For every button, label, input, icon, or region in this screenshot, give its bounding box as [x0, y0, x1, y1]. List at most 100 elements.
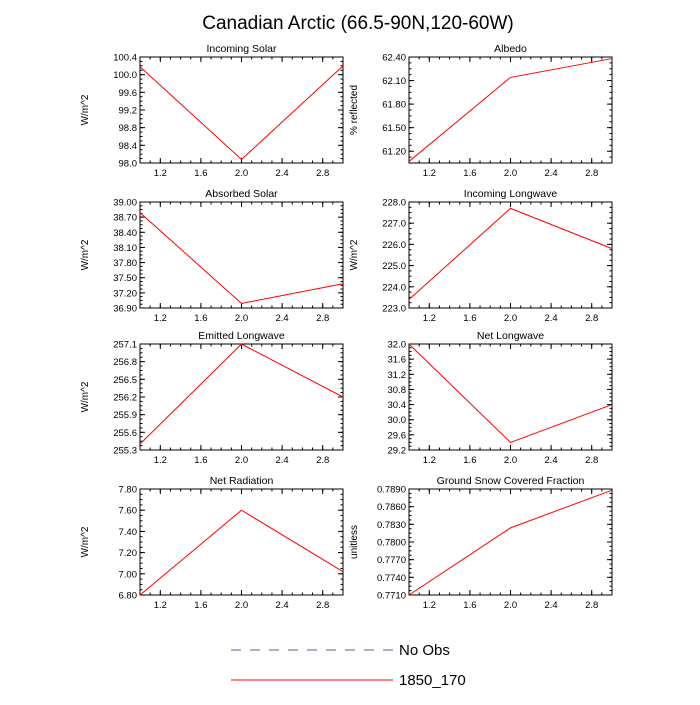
plot-frame — [139, 56, 344, 164]
y-tick-label: 37.80 — [113, 258, 137, 269]
panel-title-incoming-longwave: Incoming Longwave — [464, 188, 558, 200]
y-axis-label: W/m^2 — [349, 239, 360, 270]
x-tick-label: 2.0 — [504, 455, 517, 466]
y-axis-label: % reflected — [349, 85, 360, 135]
panel-albedo: Albedo 1.2 1.6 2.0 2.4 2.8 61.20 61.50 61.80 62.1… — [349, 43, 613, 179]
y-tick-label: 61.20 — [382, 147, 406, 158]
y-tick-label: 36.90 — [113, 304, 137, 315]
y-tick-label: 225.0 — [382, 261, 406, 272]
y-tick-label: 0.7860 — [377, 502, 406, 513]
y-tick-label: 98.0 — [119, 159, 138, 170]
y-tick-label: 100.0 — [113, 70, 137, 81]
y-tick-label: 29.6 — [388, 430, 407, 441]
y-tick-label: 0.7770 — [377, 555, 406, 566]
series-line-1850-170 — [408, 489, 613, 596]
x-tick-label: 2.8 — [316, 168, 329, 179]
panel-incoming-longwave: Incoming Longwave 1.2 1.6 2.0 2.4 2.8 223.0 224… — [349, 188, 613, 324]
y-tick-label: 30.4 — [388, 400, 407, 411]
y-tick-label: 62.40 — [382, 53, 406, 64]
page-title: Canadian Arctic (66.5-90N,120-60W) — [202, 13, 514, 34]
y-tick-label: 7.80 — [119, 485, 138, 496]
plot-frame — [139, 201, 344, 309]
x-tick-label: 2.8 — [316, 313, 329, 324]
x-tick-label: 2.8 — [316, 600, 329, 611]
x-tick-label: 2.0 — [235, 168, 248, 179]
y-tick-label: 38.40 — [113, 228, 137, 239]
x-tick-label: 1.2 — [154, 600, 167, 611]
panel-net-radiation: Net Radiation 1.2 1.6 2.0 2.4 2.8 6.80 7.00 7.20… — [80, 475, 344, 611]
x-tick-label: 2.0 — [235, 455, 248, 466]
y-tick-label: 0.7740 — [377, 573, 406, 584]
y-tick-label: 99.6 — [119, 88, 138, 99]
plot-frame — [408, 343, 613, 451]
x-tick-label: 1.2 — [423, 455, 436, 466]
panel-ground-snow-covered-fraction: Ground Snow Covered Fraction 1.2 1.6 2.0 2.4… — [349, 475, 613, 611]
y-tick-label: 256.2 — [113, 393, 137, 404]
legend-label-1850-170: 1850_170 — [399, 672, 466, 689]
y-tick-label: 228.0 — [382, 198, 406, 209]
panels: Incoming Solar 1.2 1.6 2.0 2.4 2.8 98.0 98.4 98.… — [80, 43, 613, 611]
x-tick-label: 2.4 — [544, 168, 557, 179]
panel-title-net-longwave: Net Longwave — [477, 330, 544, 342]
y-tick-label: 0.7830 — [377, 520, 406, 531]
x-tick-label: 2.4 — [275, 313, 288, 324]
x-tick-label: 2.4 — [544, 600, 557, 611]
x-tick-label: 1.2 — [423, 600, 436, 611]
series-line-1850-170 — [408, 58, 613, 162]
series-line-1850-170 — [139, 343, 344, 445]
plot-frame — [139, 488, 344, 596]
y-axis-label: W/m^2 — [80, 94, 91, 125]
y-tick-label: 39.00 — [113, 198, 137, 209]
y-axis-label: W/m^2 — [80, 381, 91, 412]
y-tick-label: 256.8 — [113, 357, 137, 368]
y-tick-label: 0.7890 — [377, 485, 406, 496]
y-tick-label: 61.80 — [382, 100, 406, 111]
y-tick-label: 38.70 — [113, 213, 137, 224]
plot-frame — [408, 488, 613, 596]
x-tick-label: 2.0 — [235, 313, 248, 324]
x-tick-label: 2.4 — [275, 600, 288, 611]
y-tick-label: 7.60 — [119, 506, 138, 517]
plot-frame — [408, 201, 613, 309]
y-tick-label: 99.2 — [119, 106, 138, 117]
x-tick-label: 1.2 — [154, 168, 167, 179]
y-tick-label: 31.6 — [388, 355, 407, 366]
y-tick-label: 257.1 — [113, 340, 137, 351]
y-tick-label: 255.3 — [113, 446, 137, 457]
x-tick-label: 2.4 — [544, 313, 557, 324]
y-tick-label: 32.0 — [388, 340, 407, 351]
y-tick-label: 226.0 — [382, 240, 406, 251]
panel-absorbed-solar: Absorbed Solar 1.2 1.6 2.0 2.4 2.8 36.90 37.20 3… — [80, 188, 344, 324]
series-line-1850-170 — [139, 509, 344, 596]
series-line-1850-170 — [139, 65, 344, 161]
y-tick-label: 30.8 — [388, 385, 407, 396]
y-tick-label: 6.80 — [119, 591, 138, 602]
x-tick-label: 2.8 — [585, 600, 598, 611]
x-tick-label: 1.6 — [194, 313, 207, 324]
plot-frame — [139, 343, 344, 451]
panel-title-emitted-longwave: Emitted Longwave — [198, 330, 285, 342]
x-tick-label: 1.2 — [154, 455, 167, 466]
y-tick-label: 37.50 — [113, 273, 137, 284]
series-line-1850-170 — [408, 343, 613, 444]
panel-title-incoming-solar: Incoming Solar — [206, 43, 277, 55]
x-tick-label: 2.8 — [585, 313, 598, 324]
x-tick-label: 2.4 — [275, 455, 288, 466]
x-tick-label: 2.4 — [544, 455, 557, 466]
y-tick-label: 38.10 — [113, 243, 137, 254]
series-line-1850-170 — [408, 207, 613, 300]
panel-title-net-radiation: Net Radiation — [210, 475, 274, 487]
x-tick-label: 1.2 — [423, 313, 436, 324]
y-tick-label: 7.20 — [119, 548, 138, 559]
y-axis-label: W/m^2 — [80, 526, 91, 557]
x-tick-label: 1.2 — [423, 168, 436, 179]
y-tick-label: 31.2 — [388, 370, 407, 381]
panel-title-ground-snow-covered-fraction: Ground Snow Covered Fraction — [437, 475, 585, 487]
x-tick-label: 2.8 — [585, 168, 598, 179]
y-axis-label: unitless — [349, 525, 360, 559]
x-tick-label: 1.6 — [463, 455, 476, 466]
y-tick-label: 223.0 — [382, 304, 406, 315]
y-tick-label: 62.10 — [382, 76, 406, 87]
x-tick-label: 1.6 — [463, 168, 476, 179]
